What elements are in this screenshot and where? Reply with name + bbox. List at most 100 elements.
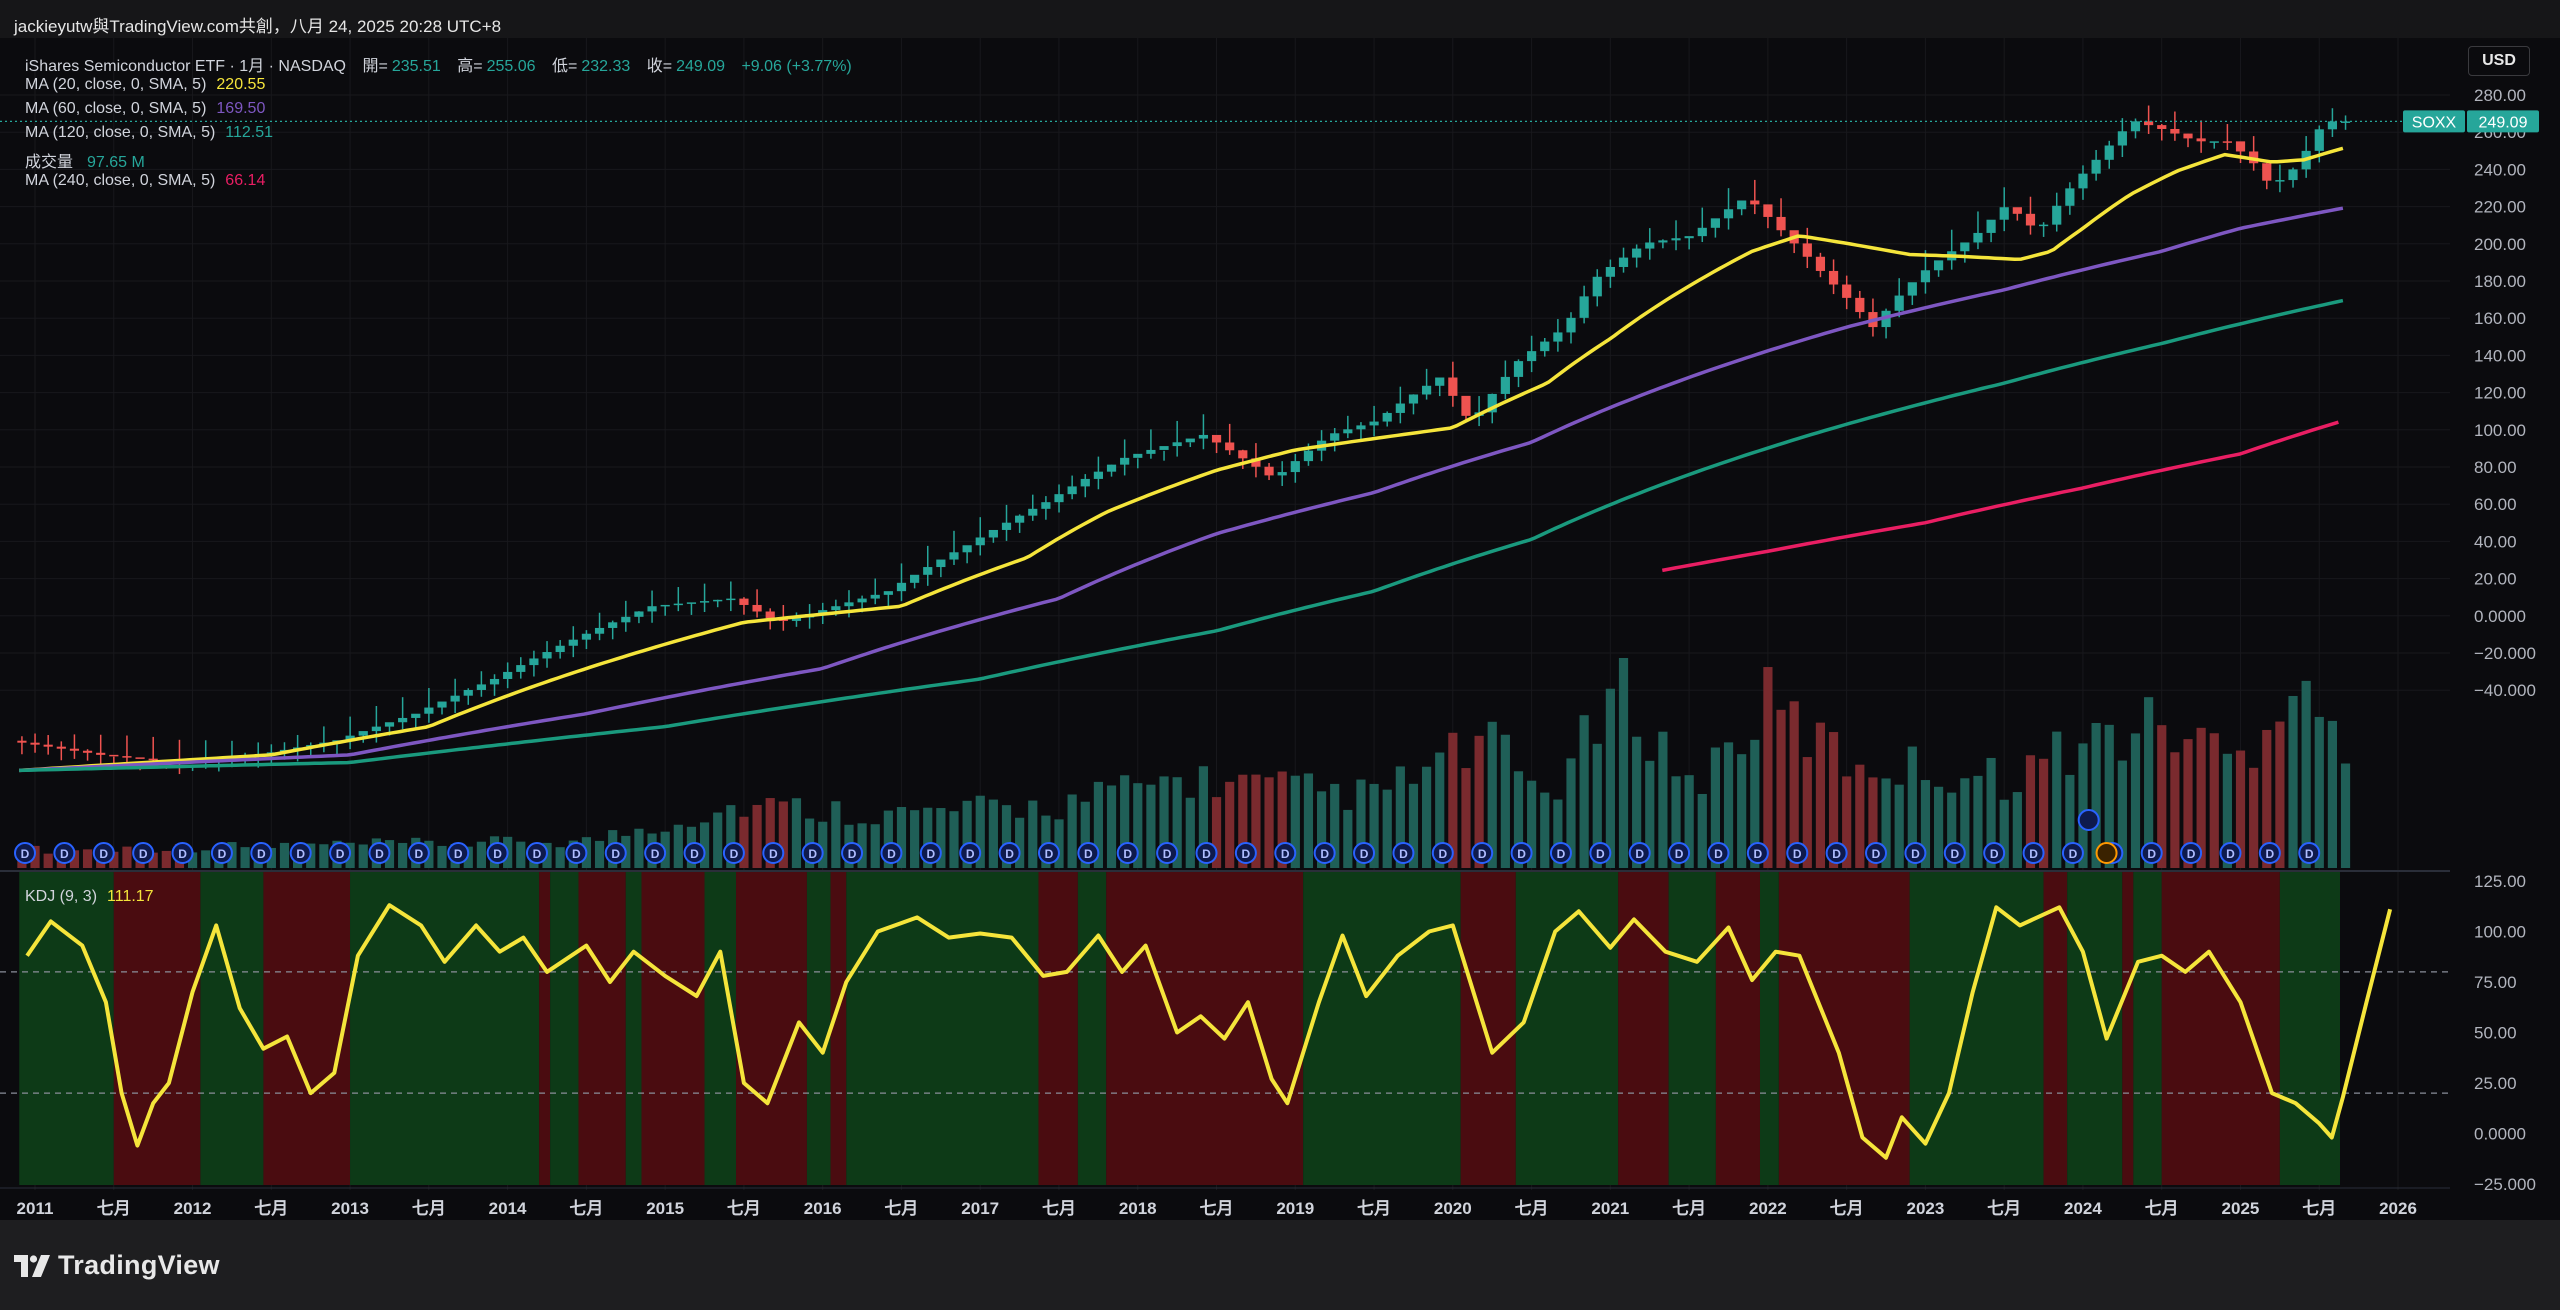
dividend-icon-label: D bbox=[1438, 847, 1447, 861]
dividend-icon-label: D bbox=[2029, 847, 2038, 861]
candle-body bbox=[883, 591, 893, 595]
candle-body bbox=[1776, 216, 1786, 231]
volume-bar bbox=[1146, 784, 1156, 868]
candle-body bbox=[135, 757, 145, 759]
high-value: 255.06 bbox=[486, 58, 536, 75]
dividend-icon-label: D bbox=[1557, 847, 1566, 861]
volume-bar bbox=[975, 795, 985, 868]
candle-body bbox=[345, 735, 355, 741]
candle-body bbox=[1999, 207, 2009, 220]
volume-bar bbox=[1093, 781, 1103, 868]
volume-bar bbox=[1238, 774, 1248, 868]
volume-bar bbox=[109, 851, 119, 868]
dividend-icon-label: D bbox=[1675, 847, 1684, 861]
candle-body bbox=[1225, 442, 1235, 451]
candle-body bbox=[673, 603, 683, 606]
candle-body bbox=[503, 671, 513, 679]
volume-bar bbox=[2065, 774, 2075, 868]
currency-button[interactable]: USD bbox=[2468, 46, 2530, 76]
dividend-icon bbox=[1904, 842, 1927, 864]
legend-volume[interactable]: 成交量 97.65 M bbox=[25, 148, 149, 172]
candle-body bbox=[608, 622, 618, 628]
price-tick-label: 120.00 bbox=[2474, 384, 2526, 403]
candle-body bbox=[1146, 449, 1156, 454]
footer bbox=[0, 1220, 2560, 1310]
dividend-icon bbox=[722, 842, 745, 864]
dividend-icon bbox=[1707, 842, 1730, 864]
volume-bar bbox=[2157, 725, 2167, 868]
legend-ma20[interactable]: MA (20, close, 0, SMA, 5) 220.55 bbox=[25, 76, 269, 94]
candle-body bbox=[923, 567, 933, 575]
candle-body bbox=[2130, 121, 2141, 132]
dividend-icon-label: D bbox=[572, 847, 581, 861]
candle-body bbox=[1251, 458, 1261, 467]
candle-body bbox=[686, 602, 697, 604]
axes: 2011 七月 2012 七月 2013 七月 2014 七月 2015 七月 2016 七月 2017… bbox=[17, 86, 2536, 1218]
kdj-band bbox=[113, 872, 201, 1185]
volume-bar bbox=[2130, 733, 2141, 868]
dividend-icon-label: D bbox=[769, 847, 778, 861]
price-tick-label: −20.000 bbox=[2474, 644, 2536, 663]
price-tick-label: 80.00 bbox=[2474, 458, 2517, 477]
dividend-icon-label: D bbox=[1242, 847, 1251, 861]
legend-ma240[interactable]: MA (240, close, 0, SMA, 5) 66.14 bbox=[25, 172, 269, 190]
volume-bar bbox=[1933, 786, 1944, 868]
dividend-icon bbox=[1746, 842, 1769, 864]
volume-bar bbox=[1080, 801, 1090, 868]
price-tick-label: 180.00 bbox=[2474, 272, 2526, 291]
x-tick-label: 2012 bbox=[174, 1199, 212, 1218]
candle-body bbox=[1172, 442, 1182, 447]
volume-bar bbox=[949, 811, 959, 868]
candle-body bbox=[2235, 141, 2246, 152]
dividend-icon bbox=[919, 842, 942, 864]
volume-bar bbox=[2117, 760, 2127, 868]
candle-body bbox=[962, 545, 972, 553]
volume-bar bbox=[43, 853, 53, 868]
volume-bar bbox=[910, 810, 920, 868]
dividend-icon bbox=[329, 842, 352, 864]
dividend-icon-label: D bbox=[1123, 847, 1132, 861]
kdj-line bbox=[25, 903, 2393, 1160]
candle-body bbox=[96, 752, 106, 755]
volume-bar bbox=[122, 846, 132, 868]
dividend-icon bbox=[959, 842, 982, 864]
kdj-band bbox=[1618, 872, 1669, 1185]
dividend-icon-label: D bbox=[493, 847, 502, 861]
candle-body bbox=[1198, 434, 1209, 439]
candle-body bbox=[2275, 180, 2285, 182]
candle-body bbox=[1382, 412, 1392, 422]
candle-body bbox=[1369, 421, 1379, 426]
legend-ma120[interactable]: MA (120, close, 0, SMA, 5) 112.51 bbox=[25, 124, 277, 142]
candle-body bbox=[56, 746, 66, 749]
tradingview-logo[interactable]: TradingView bbox=[14, 1250, 220, 1281]
candle-body bbox=[437, 701, 447, 708]
top-bar: jackieyutw與TradingView.com共創，八月 24, 2025… bbox=[0, 0, 2560, 38]
volume-bar bbox=[1067, 794, 1077, 868]
candle-body bbox=[2170, 128, 2180, 134]
volume-bar bbox=[1172, 777, 1182, 868]
volume-bar bbox=[2144, 697, 2154, 868]
candle-body bbox=[2314, 129, 2324, 151]
candle-body bbox=[17, 740, 27, 743]
x-tick-label: 七月 bbox=[727, 1199, 761, 1218]
candle-body bbox=[1618, 257, 1629, 267]
volume-bar bbox=[1842, 776, 1852, 868]
candle-body bbox=[398, 717, 408, 723]
volume-bar bbox=[266, 847, 276, 868]
price-tick-label: −40.000 bbox=[2474, 681, 2536, 700]
change-value: +9.06 (+3.77%) bbox=[741, 58, 852, 75]
price-tick-label: 220.00 bbox=[2474, 198, 2526, 217]
legend-ma60[interactable]: MA (60, close, 0, SMA, 5) 169.50 bbox=[25, 100, 269, 118]
x-tick-label: 七月 bbox=[2145, 1199, 2179, 1218]
volume-value: 97.65 M bbox=[87, 154, 145, 171]
dividend-icon bbox=[1077, 842, 1100, 864]
x-tick-label: 七月 bbox=[412, 1199, 446, 1218]
kdj-band bbox=[2043, 872, 2068, 1185]
kdj-tick-label: 25.00 bbox=[2474, 1074, 2517, 1093]
legend-kdj[interactable]: KDJ (9, 3) 111.17 bbox=[25, 888, 158, 906]
volume-bar bbox=[1277, 771, 1287, 868]
candle-body bbox=[1343, 429, 1353, 434]
kdj-tick-label: 50.00 bbox=[2474, 1024, 2517, 1043]
candle-body bbox=[1356, 425, 1366, 430]
